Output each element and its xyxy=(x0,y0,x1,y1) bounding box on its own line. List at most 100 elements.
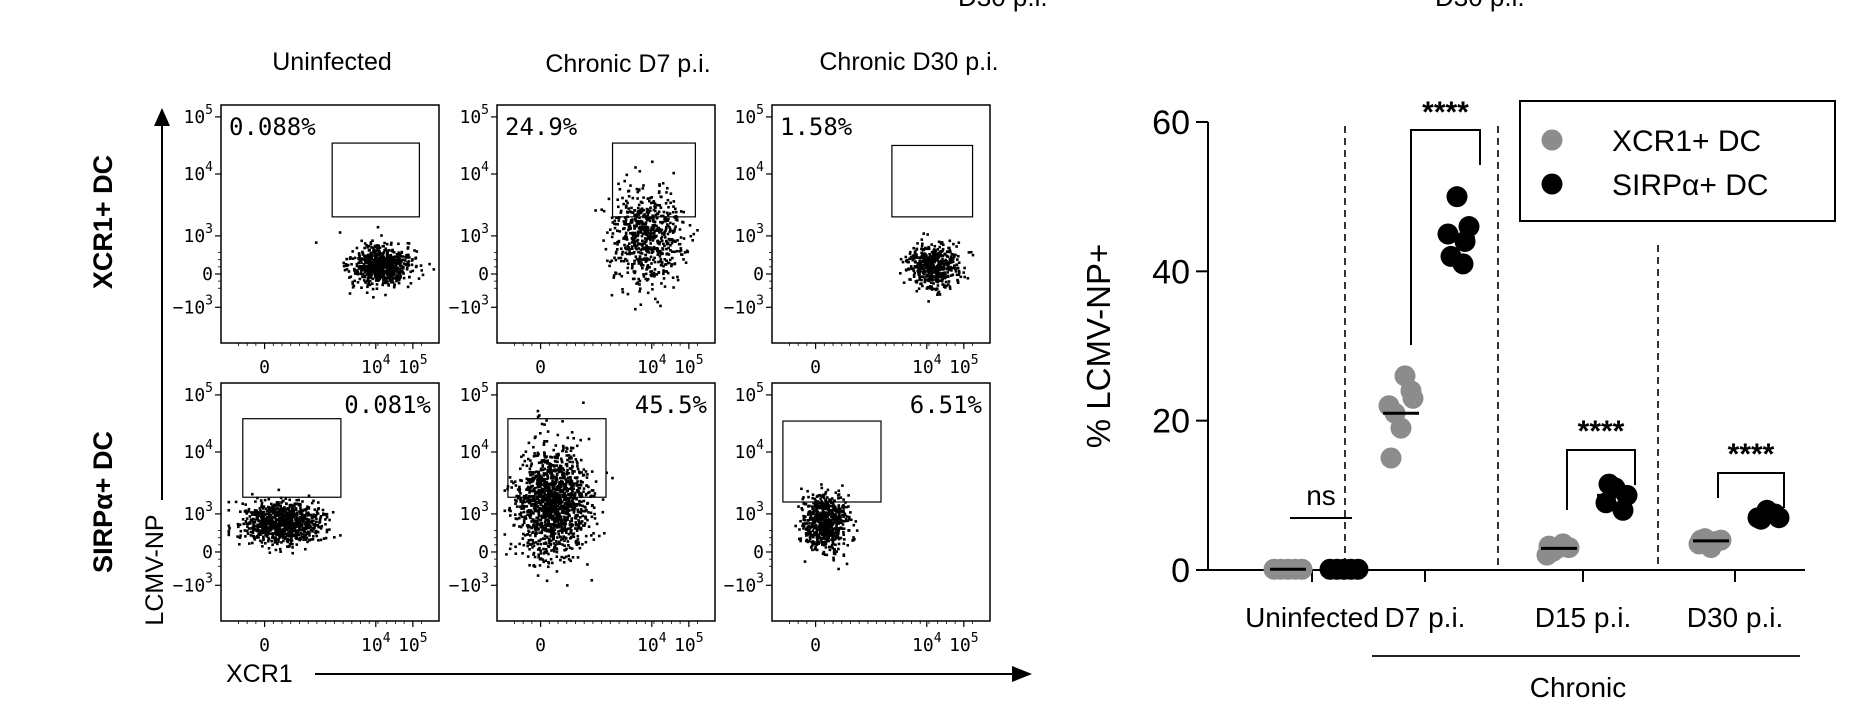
event-dot xyxy=(545,514,548,517)
event-dot xyxy=(561,523,564,526)
event-dot xyxy=(604,247,608,251)
tick-label: 0 xyxy=(535,357,546,378)
event-dot xyxy=(513,480,517,483)
event-dot xyxy=(663,244,666,248)
event-dot xyxy=(913,250,917,254)
event-dot xyxy=(503,533,507,536)
event-dot xyxy=(277,501,280,504)
tick-base: 10 xyxy=(912,635,934,656)
event-dot xyxy=(921,263,925,267)
event-dot xyxy=(371,246,375,250)
event-dot xyxy=(922,268,925,271)
event-dot xyxy=(581,504,584,508)
tick-base: −10 xyxy=(449,297,482,318)
event-dot xyxy=(634,255,638,258)
event-dot xyxy=(656,253,660,256)
event-dot xyxy=(658,183,661,186)
event-dot xyxy=(526,541,529,545)
event-dot xyxy=(525,477,529,481)
event-dot xyxy=(549,498,552,502)
event-dot xyxy=(566,436,570,440)
event-dot xyxy=(651,160,654,164)
event-dot xyxy=(673,215,676,219)
event-dot xyxy=(828,548,832,552)
event-dot xyxy=(939,266,942,269)
event-dot xyxy=(544,559,547,562)
event-dot xyxy=(389,253,393,257)
event-dot xyxy=(519,514,523,517)
event-dot xyxy=(381,268,385,271)
event-dot xyxy=(276,510,279,514)
event-dot xyxy=(374,265,378,268)
event-dot xyxy=(579,516,582,519)
event-dot xyxy=(562,476,566,480)
event-dot xyxy=(899,272,902,275)
event-dot xyxy=(616,198,619,201)
event-dot xyxy=(842,527,846,530)
event-dot xyxy=(529,503,533,506)
event-dot xyxy=(663,233,666,236)
event-dot xyxy=(572,497,576,500)
event-dot xyxy=(256,517,259,521)
gate-percentage: 0.081% xyxy=(344,391,431,419)
event-dot xyxy=(249,534,253,537)
event-dot xyxy=(662,210,666,214)
event-dot xyxy=(298,510,301,513)
event-dot xyxy=(576,490,580,494)
event-dot xyxy=(566,527,569,531)
event-dot xyxy=(566,584,569,587)
event-dot xyxy=(572,509,576,513)
tick-exponent: 5 xyxy=(971,631,979,646)
event-dot xyxy=(400,258,403,262)
event-dot xyxy=(373,253,377,256)
event-dot xyxy=(621,250,624,254)
event-dot xyxy=(287,530,290,533)
event-dot xyxy=(530,473,534,476)
event-dot xyxy=(646,264,650,267)
event-dot xyxy=(371,287,375,291)
event-dot xyxy=(668,212,672,215)
event-dot xyxy=(649,201,653,205)
gate-box xyxy=(891,144,974,218)
event-dot xyxy=(536,485,540,489)
event-dot xyxy=(661,252,664,255)
event-dot xyxy=(368,267,371,271)
event-dot xyxy=(943,271,947,274)
event-dot xyxy=(285,502,288,505)
tick-exponent: 5 xyxy=(696,353,704,368)
event-dot xyxy=(254,500,257,503)
event-dot xyxy=(526,510,529,514)
event-dot xyxy=(561,543,564,546)
event-dot xyxy=(837,497,840,500)
event-dot xyxy=(844,517,848,521)
event-dot xyxy=(666,198,670,202)
event-dot xyxy=(531,530,535,534)
event-dot xyxy=(375,276,378,280)
event-dot xyxy=(933,244,937,248)
event-dot xyxy=(291,506,295,509)
event-dot xyxy=(834,528,838,531)
event-dot xyxy=(286,537,289,541)
event-dot xyxy=(823,505,827,508)
event-dot xyxy=(245,529,249,533)
event-dot xyxy=(514,513,517,516)
event-dot xyxy=(645,227,648,231)
event-dot xyxy=(920,251,923,255)
event-dot xyxy=(659,264,663,267)
event-dot xyxy=(259,512,262,515)
event-dot xyxy=(532,553,535,556)
event-dot xyxy=(842,530,845,534)
event-dot xyxy=(271,543,274,547)
event-dot xyxy=(247,527,251,530)
event-dot xyxy=(358,266,361,270)
event-dot xyxy=(940,265,944,269)
event-dot xyxy=(392,266,396,270)
event-dot xyxy=(842,553,846,556)
event-dot xyxy=(909,255,913,259)
event-dot xyxy=(552,542,556,545)
event-dot xyxy=(935,271,938,274)
event-dot xyxy=(802,502,805,505)
event-dot xyxy=(556,456,559,460)
event-dot xyxy=(282,532,285,536)
event-dot xyxy=(397,271,400,274)
